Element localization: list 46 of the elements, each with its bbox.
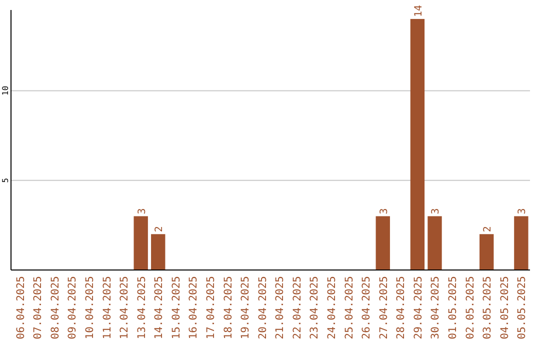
bar — [428, 216, 442, 270]
data-label: 3 — [430, 208, 442, 214]
x-tick-label: 25.04.2025 — [343, 276, 356, 340]
x-tick-label: 08.04.2025 — [49, 276, 62, 340]
x-tick-label: 23.04.2025 — [308, 276, 321, 340]
x-tick-label: 04.05.2025 — [498, 276, 511, 340]
data-label: 3 — [517, 208, 528, 214]
data-label: 2 — [154, 226, 166, 232]
x-tick-label: 29.04.2025 — [412, 276, 424, 340]
x-tick-label: 03.05.2025 — [482, 276, 494, 340]
x-tick-label: 15.04.2025 — [170, 276, 182, 340]
bar — [514, 216, 528, 270]
x-tick-label: 26.04.2025 — [360, 276, 373, 340]
bar — [480, 234, 494, 270]
x-tick-label: 09.04.2025 — [66, 276, 79, 340]
x-tick-label: 01.05.2025 — [447, 276, 460, 340]
x-tick-label: 22.04.2025 — [291, 276, 304, 340]
data-label: 3 — [378, 208, 390, 214]
x-tick-label: 05.05.2025 — [516, 276, 528, 340]
x-tick-label: 07.04.2025 — [32, 276, 44, 340]
x-tick-label: 02.05.2025 — [464, 276, 476, 340]
bar — [134, 216, 148, 270]
x-tick-label: 10.04.2025 — [84, 276, 96, 340]
x-tick-label: 24.04.2025 — [326, 276, 338, 340]
y-tick-label: 5 — [1, 178, 10, 183]
y-tick-label: 10 — [1, 86, 10, 96]
x-tick-label: 12.04.2025 — [118, 276, 131, 340]
bar — [151, 234, 166, 270]
x-tick-label: 19.04.2025 — [240, 276, 252, 340]
x-tick-label: 14.04.2025 — [153, 276, 166, 340]
x-tick-label: 20.04.2025 — [256, 276, 269, 340]
x-tick-label: 17.04.2025 — [204, 276, 217, 340]
bar — [410, 18, 425, 270]
x-tick-label: 21.04.2025 — [274, 276, 286, 340]
x-tick-label: 06.04.2025 — [14, 276, 27, 340]
x-tick-label: 27.04.2025 — [378, 276, 390, 340]
data-label: 2 — [482, 226, 494, 232]
bar — [376, 216, 390, 270]
data-label: 14 — [413, 4, 424, 17]
x-tick-label: 16.04.2025 — [188, 276, 200, 340]
x-tick-label: 30.04.2025 — [430, 276, 442, 340]
x-tick-label: 18.04.2025 — [222, 276, 234, 340]
data-label: 3 — [136, 208, 148, 214]
x-tick-label: 13.04.2025 — [136, 276, 148, 340]
x-tick-label: 28.04.2025 — [395, 276, 408, 340]
x-tick-label: 11.04.2025 — [101, 276, 114, 340]
